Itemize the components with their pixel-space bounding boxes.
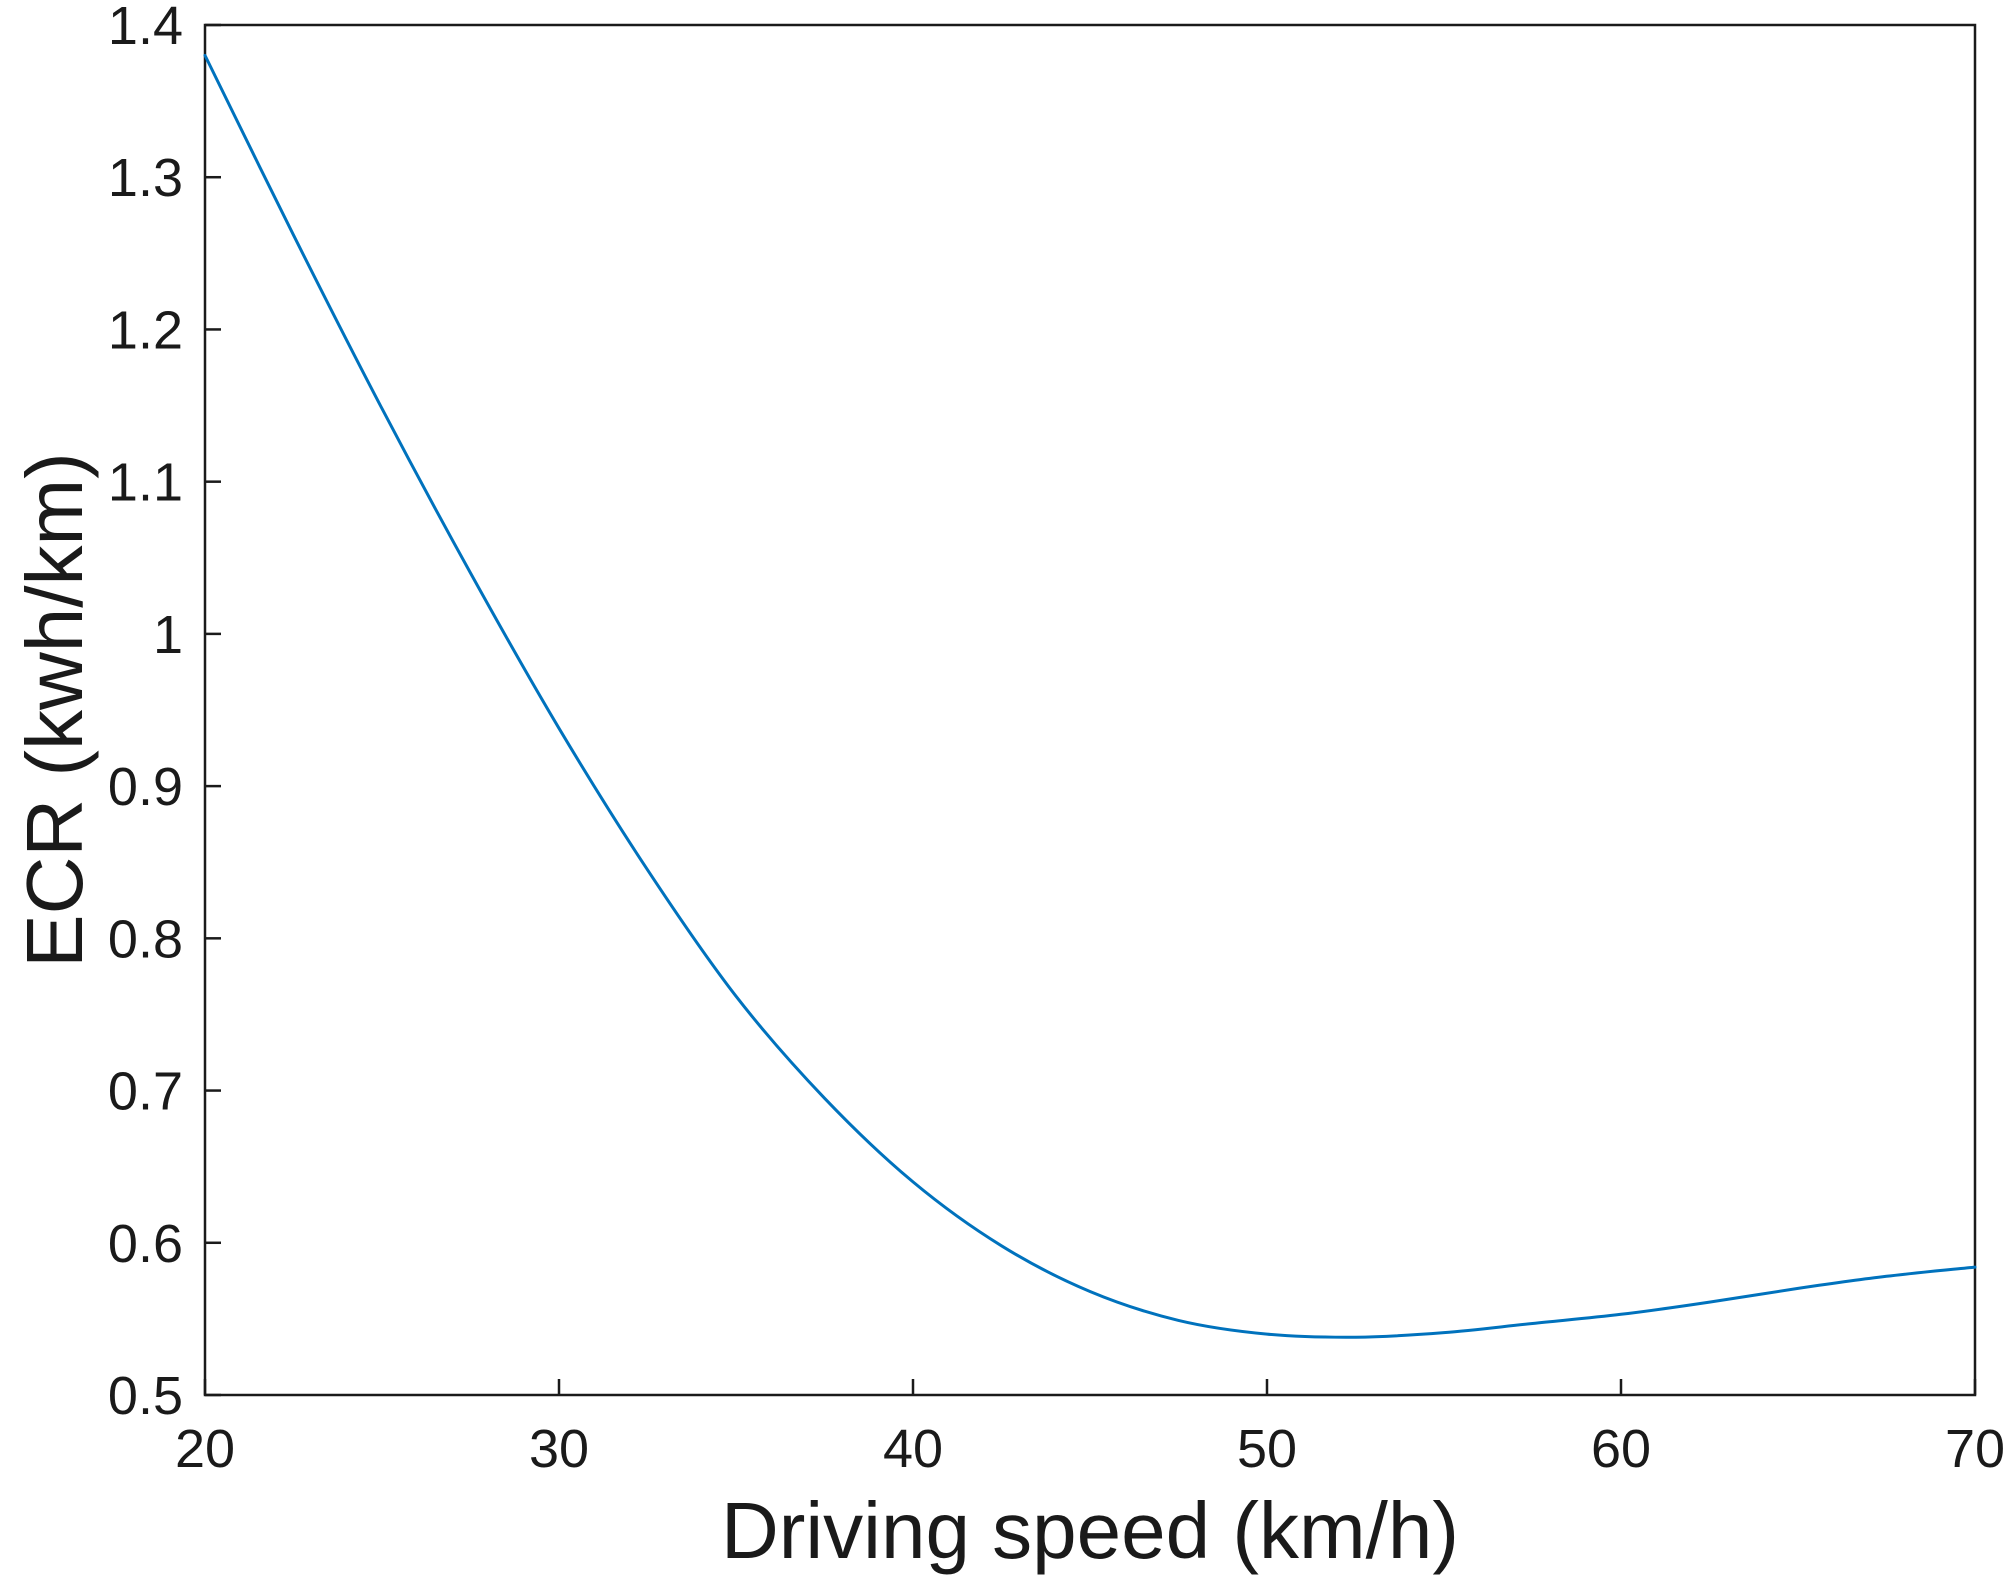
- axes-box: [203, 23, 1977, 1397]
- y-tick-label: 0.8: [108, 909, 183, 969]
- y-tick-label: 1.4: [108, 0, 183, 56]
- x-tick-label: 60: [1591, 1419, 1651, 1479]
- y-tick-label: 1.2: [108, 300, 183, 360]
- x-axis-label: Driving speed (km/h): [720, 1486, 1460, 1575]
- y-tick-label: 1.1: [108, 453, 183, 513]
- ecr-curve: [203, 53, 1977, 1339]
- x-tick-label: 70: [1945, 1419, 2005, 1479]
- y-tick-label: 0.5: [108, 1366, 183, 1426]
- y-tick-label: 0.9: [108, 757, 183, 817]
- x-tick-label: 20: [175, 1419, 235, 1479]
- y-tick-label: 0.7: [108, 1062, 183, 1122]
- x-tick-label: 40: [883, 1419, 943, 1479]
- x-tick-label: 30: [529, 1419, 589, 1479]
- y-tick-label: 1: [153, 605, 183, 665]
- x-tick-label: 50: [1237, 1419, 1297, 1479]
- y-axis-label: ECR (kwh/km): [10, 452, 99, 968]
- y-tick-label: 1.3: [108, 148, 183, 208]
- y-tick-label: 0.6: [108, 1214, 183, 1274]
